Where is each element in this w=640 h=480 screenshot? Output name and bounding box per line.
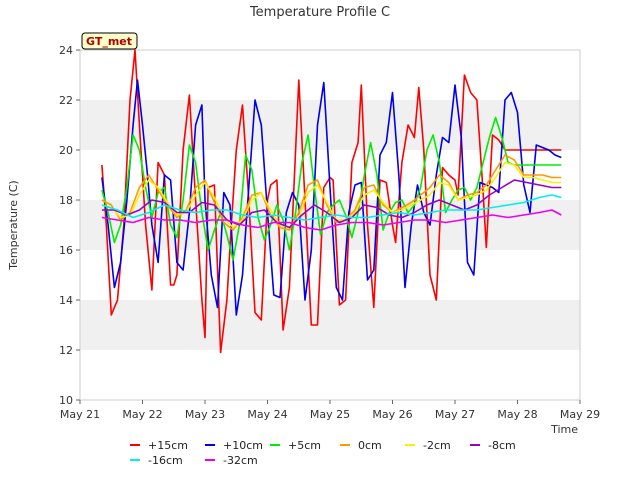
legend-label: 0cm [358, 439, 382, 452]
series-line-0 [101, 49, 562, 354]
x-tick-label: May 24 [247, 408, 287, 421]
legend-label: +5cm [288, 439, 321, 452]
y-axis-label: Temperature (C) [7, 180, 20, 270]
badge-box [81, 32, 138, 50]
badge-label: GT_met [86, 35, 132, 48]
grid-band [80, 100, 580, 150]
chart-title: Temperature Profile C [249, 5, 390, 20]
gt-met-badge: GT_met [81, 32, 138, 50]
legend-label: -8cm [488, 439, 516, 452]
legend-label: +10cm [223, 439, 263, 452]
legend-label: -16cm [148, 454, 183, 467]
series-line-1 [101, 79, 562, 316]
x-axis: May 21 May 22 May 23 May 24 May 25 May 26 May … [60, 400, 600, 421]
series-line-5 [101, 179, 562, 229]
x-tick-label: May 25 [310, 408, 350, 421]
y-axis: 10 12 14 16 18 20 22 24 [59, 44, 80, 407]
legend-label: -32cm [223, 454, 258, 467]
x-axis-label: Time [550, 423, 578, 436]
y-tick-label: 14 [59, 294, 73, 307]
series-line-3 [101, 154, 562, 231]
series-line-7 [101, 209, 562, 231]
x-tick-label: May 28 [497, 408, 537, 421]
grid-band [80, 300, 580, 350]
legend-label: +15cm [148, 439, 188, 452]
y-tick-label: 16 [59, 244, 73, 257]
x-tick-label: May 29 [560, 408, 600, 421]
y-tick-label: 10 [59, 394, 73, 407]
x-tick-label: May 26 [372, 408, 412, 421]
y-tick-label: 22 [59, 94, 73, 107]
y-tick-label: 12 [59, 344, 73, 357]
x-tick-label: May 27 [435, 408, 475, 421]
series-line-2 [101, 116, 562, 261]
x-tick-label: May 23 [185, 408, 225, 421]
x-tick-label: May 21 [60, 408, 100, 421]
y-tick-label: 18 [59, 194, 73, 207]
x-tick-label: May 22 [122, 408, 162, 421]
series-line-4 [101, 161, 562, 229]
y-tick-label: 20 [59, 144, 73, 157]
series-layer [101, 49, 562, 354]
legend-label: -2cm [423, 439, 451, 452]
y-tick-label: 24 [59, 44, 73, 57]
legend: +15cm +10cm +5cm 0cm -2cm -8cm -16cm -32cm [130, 439, 516, 467]
series-line-6 [101, 194, 562, 221]
